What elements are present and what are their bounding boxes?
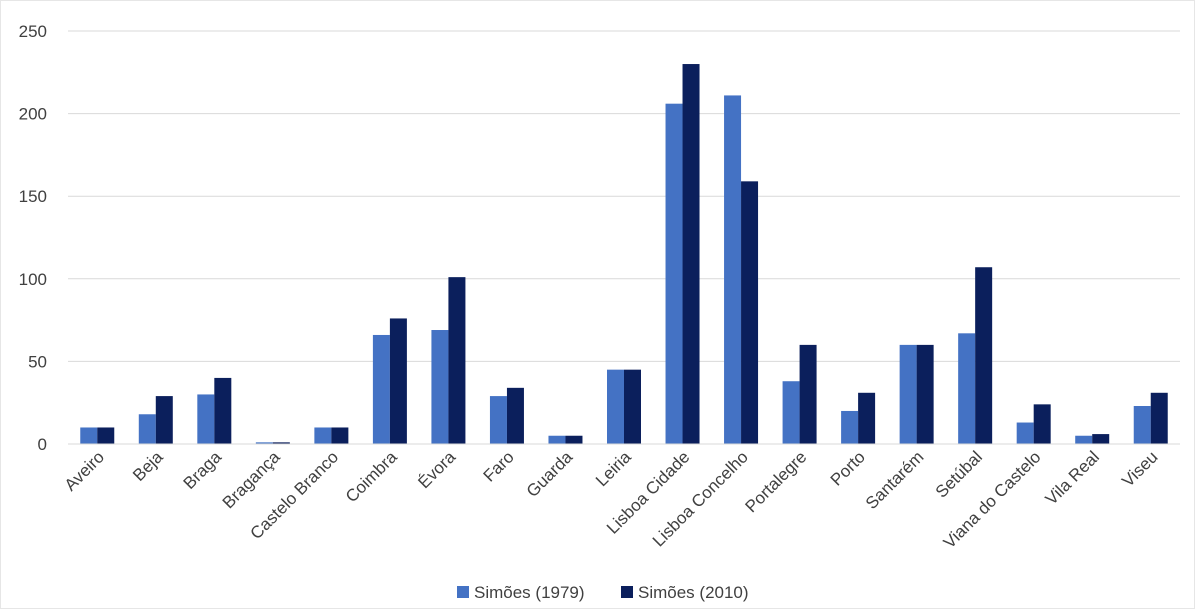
x-tick-label: Guarda bbox=[523, 447, 577, 501]
bar bbox=[431, 330, 449, 444]
x-tick-label: Aveiro bbox=[61, 447, 108, 494]
bar bbox=[506, 387, 524, 444]
bar bbox=[272, 442, 290, 444]
bar bbox=[548, 435, 566, 444]
bar bbox=[1016, 422, 1034, 444]
bar bbox=[372, 334, 390, 444]
bar bbox=[958, 333, 976, 444]
bar bbox=[858, 392, 876, 444]
bar bbox=[1033, 404, 1051, 444]
bar bbox=[214, 377, 232, 444]
legend: Simões (1979) Simões (2010) bbox=[457, 583, 749, 602]
bar bbox=[197, 394, 215, 444]
bar bbox=[916, 344, 934, 444]
bar bbox=[841, 410, 859, 444]
x-tick-label: Coimbra bbox=[342, 447, 401, 506]
legend-label: Simões (1979) bbox=[474, 583, 585, 602]
bar bbox=[1133, 406, 1151, 444]
x-tick-label: Évora bbox=[414, 447, 459, 492]
gridlines bbox=[68, 30, 1180, 362]
bar bbox=[80, 427, 98, 444]
y-axis-ticks: 0 50 100 150 200 250 bbox=[19, 22, 47, 454]
x-tick-label: Braga bbox=[180, 447, 226, 493]
bar bbox=[799, 344, 817, 444]
bar bbox=[138, 414, 156, 444]
bars bbox=[80, 64, 1168, 445]
legend-swatch bbox=[621, 586, 633, 598]
bar bbox=[97, 427, 115, 444]
x-tick-label: Vila Real bbox=[1042, 447, 1103, 508]
y-tick-label: 150 bbox=[19, 187, 47, 206]
bar bbox=[565, 435, 583, 444]
bar bbox=[975, 267, 993, 444]
legend-label: Simões (2010) bbox=[638, 583, 749, 602]
bar bbox=[331, 427, 349, 444]
bar bbox=[724, 95, 742, 444]
x-tick-label: Porto bbox=[827, 447, 869, 489]
bar bbox=[448, 277, 466, 444]
bar bbox=[607, 369, 624, 444]
bar bbox=[665, 103, 683, 445]
x-tick-label: Viseu bbox=[1118, 447, 1161, 490]
bar bbox=[489, 396, 507, 444]
bar bbox=[1075, 435, 1093, 444]
bar bbox=[782, 381, 800, 444]
x-tick-label: Faro bbox=[480, 447, 518, 485]
bar bbox=[682, 64, 700, 444]
x-tick-label: Beja bbox=[129, 447, 167, 485]
bar bbox=[155, 396, 173, 444]
bar bbox=[1092, 434, 1110, 444]
x-tick-label: Leiria bbox=[592, 447, 635, 490]
y-tick-label: 50 bbox=[28, 352, 47, 371]
y-tick-label: 0 bbox=[38, 435, 47, 454]
bar bbox=[741, 181, 759, 444]
bar bbox=[624, 369, 641, 444]
legend-swatch bbox=[457, 586, 469, 598]
y-tick-label: 250 bbox=[19, 22, 47, 41]
y-tick-label: 100 bbox=[19, 270, 47, 289]
x-tick-label: Setúbal bbox=[932, 447, 986, 501]
bar bbox=[389, 318, 407, 444]
bar bbox=[255, 442, 273, 444]
y-tick-label: 200 bbox=[19, 105, 47, 124]
x-tick-label: Portalegre bbox=[742, 447, 811, 516]
x-tick-label: Santarém bbox=[862, 447, 928, 513]
bar bbox=[314, 427, 332, 444]
bar bbox=[1150, 392, 1168, 444]
bar bbox=[899, 344, 917, 444]
